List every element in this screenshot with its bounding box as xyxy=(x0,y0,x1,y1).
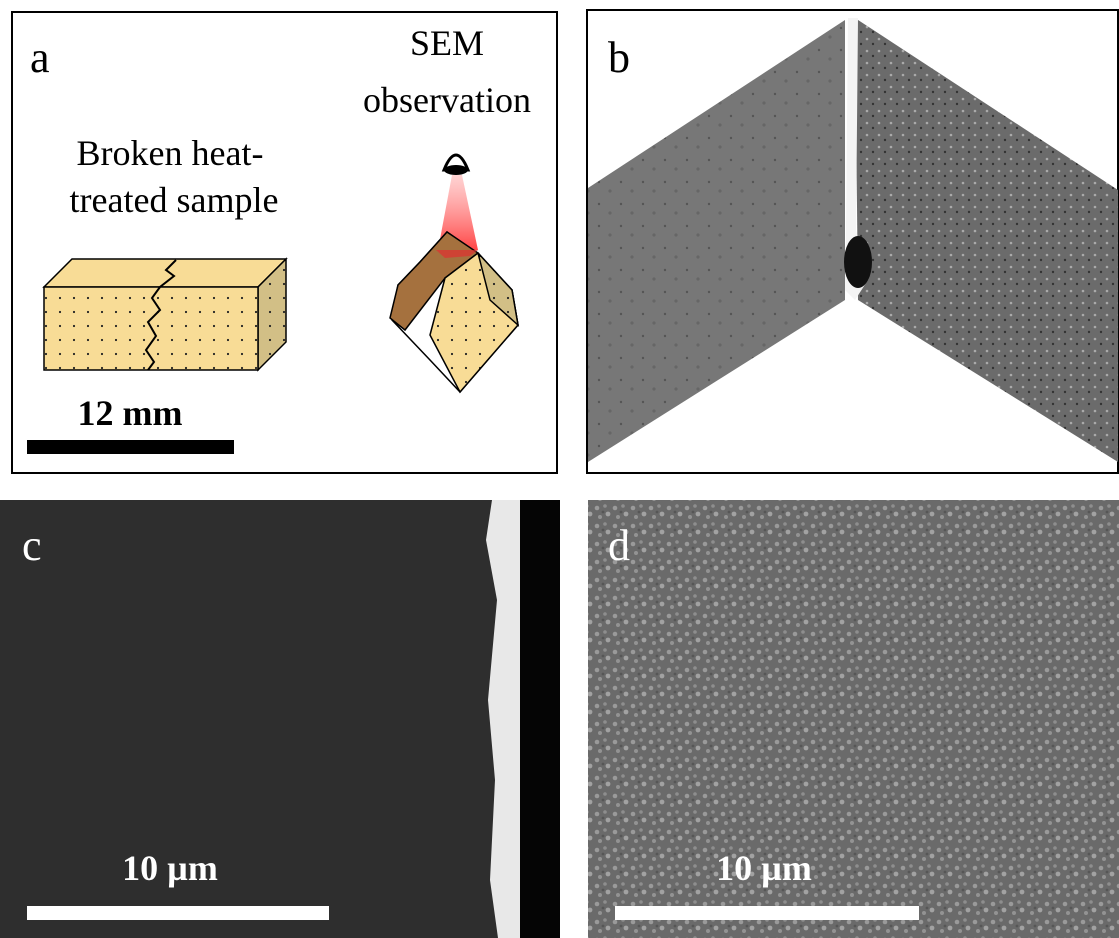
panel-label: c xyxy=(22,521,42,570)
caption: Broken heat- xyxy=(77,133,264,173)
background xyxy=(520,500,560,938)
scale-bar-label: 10 µm xyxy=(716,848,812,888)
scale-bar xyxy=(27,906,329,920)
scale-bar-label: 10 µm xyxy=(122,848,218,888)
panel-label: d xyxy=(608,521,630,570)
edge xyxy=(486,500,520,938)
sample-block xyxy=(44,259,286,370)
sem-image xyxy=(0,500,560,938)
panel-a: a SEM observation Broken heat- treated s… xyxy=(12,12,557,473)
caption: SEM xyxy=(410,23,484,63)
caption: observation xyxy=(363,80,531,120)
panel-d: d 10 µm xyxy=(588,500,1119,938)
caption: treated sample xyxy=(70,180,279,220)
sem-image xyxy=(588,500,1119,938)
panel-label: a xyxy=(30,33,50,82)
panel-label: b xyxy=(608,33,630,82)
panel-c: c 10 µm xyxy=(0,500,560,938)
pore xyxy=(844,236,872,288)
scale-bar xyxy=(615,906,919,920)
scale-bar-label: 12 mm xyxy=(78,393,183,433)
scale-bar xyxy=(27,440,234,454)
page: a SEM observation Broken heat- treated s… xyxy=(0,0,1119,938)
panel-b: b xyxy=(587,10,1118,473)
figure: a SEM observation Broken heat- treated s… xyxy=(0,0,1119,938)
